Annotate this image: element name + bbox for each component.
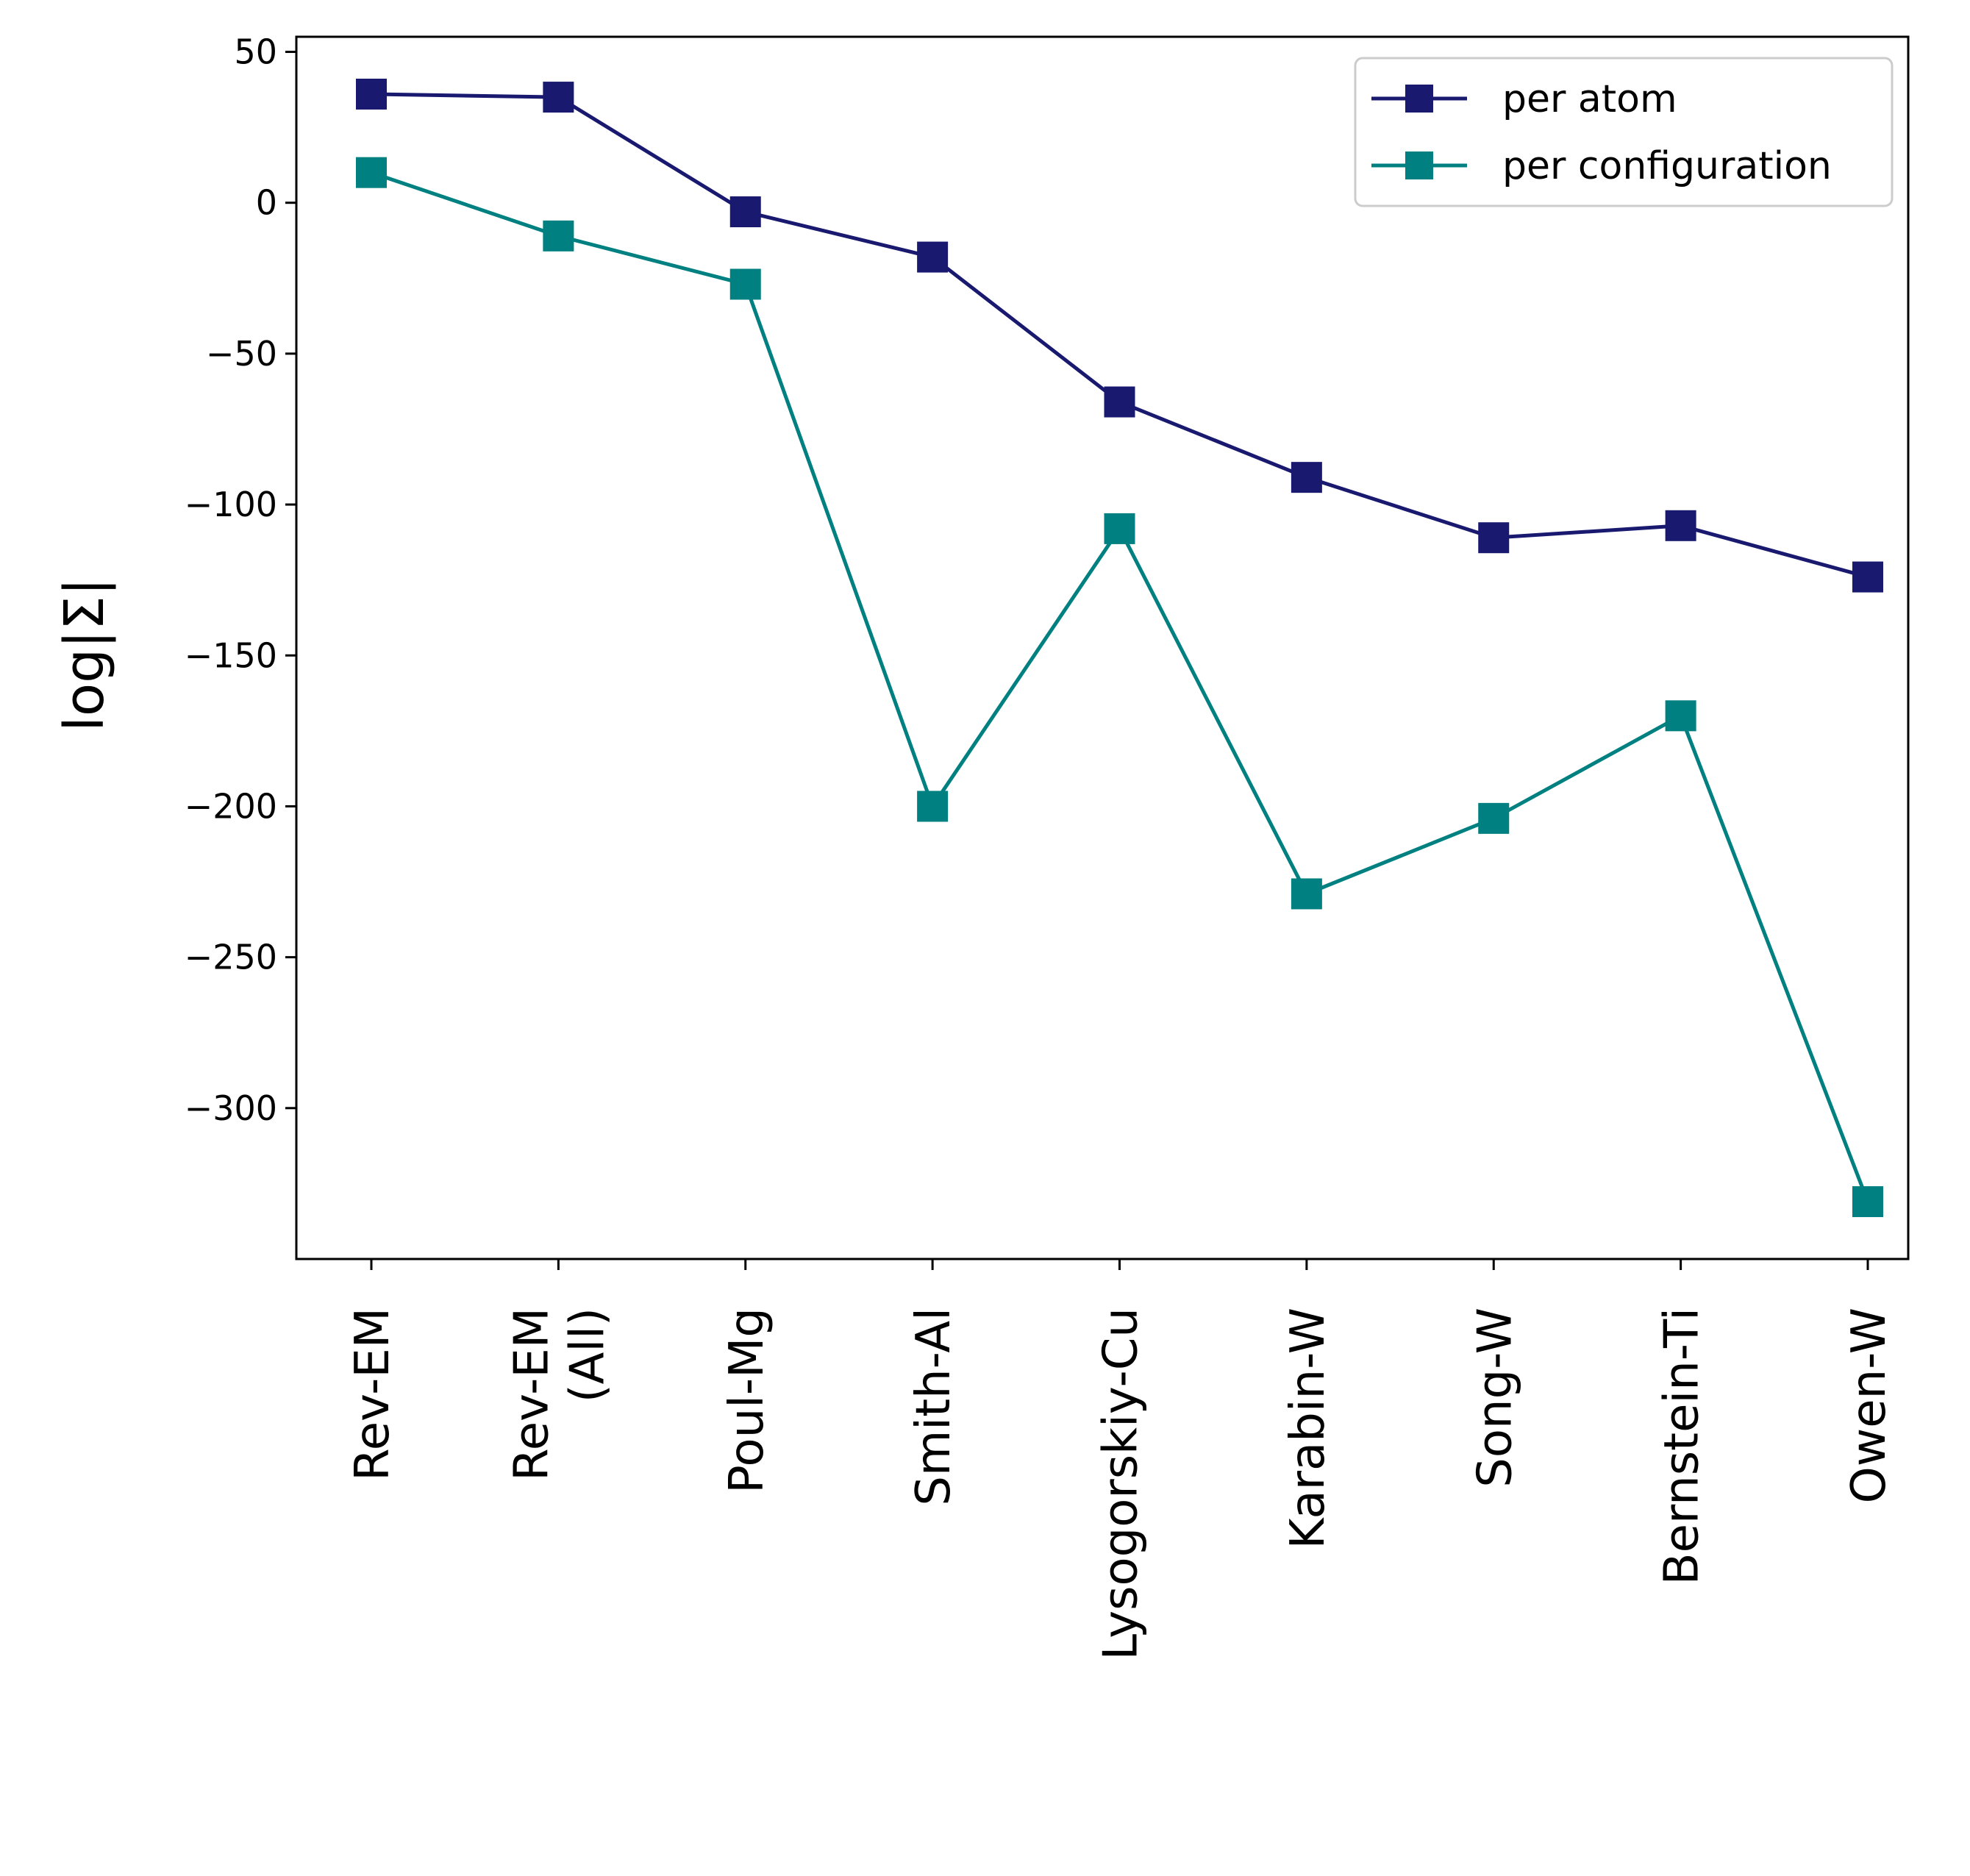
legend-label: per configuration bbox=[1502, 144, 1832, 188]
legend-label: per atom bbox=[1502, 77, 1677, 121]
data-point bbox=[543, 220, 574, 252]
series-2 bbox=[356, 157, 1883, 1218]
y-tick-label: −150 bbox=[185, 635, 277, 675]
data-point bbox=[356, 78, 387, 110]
plot-frame bbox=[295, 35, 1910, 1260]
series-1 bbox=[356, 78, 1883, 593]
x-tick-label: Poul-Mg bbox=[720, 1308, 774, 1494]
x-tick-label: (All) bbox=[560, 1308, 615, 1402]
data-point bbox=[1104, 513, 1135, 544]
legend-box bbox=[1354, 57, 1894, 207]
data-point bbox=[543, 82, 574, 113]
data-point bbox=[1291, 878, 1322, 910]
series-group bbox=[356, 78, 1883, 1218]
data-point bbox=[1665, 510, 1696, 541]
data-point bbox=[1478, 522, 1510, 554]
data-point bbox=[1852, 561, 1883, 593]
x-tick-label: Smith-Al bbox=[907, 1308, 961, 1506]
x-tick-label: Owen-W bbox=[1842, 1308, 1896, 1503]
data-point bbox=[356, 157, 387, 188]
data-point bbox=[1104, 386, 1135, 418]
data-point bbox=[917, 791, 949, 822]
x-tick-label: Bernstein-Ti bbox=[1655, 1308, 1710, 1585]
x-tick-label: Lysogorskiy-Cu bbox=[1094, 1308, 1149, 1661]
x-tick-label: Karabin-W bbox=[1281, 1308, 1335, 1549]
series-line bbox=[371, 171, 1870, 1202]
data-point bbox=[1291, 462, 1322, 493]
y-tick-label: −50 bbox=[206, 334, 277, 374]
y-tick-label: −300 bbox=[185, 1088, 277, 1128]
x-tick-label: Song-W bbox=[1468, 1308, 1522, 1488]
y-tick-label: 0 bbox=[256, 183, 277, 223]
x-tick-label: Rev-EM bbox=[504, 1308, 559, 1481]
data-point bbox=[1852, 1186, 1883, 1218]
x-tick-label: Rev-EM bbox=[346, 1308, 400, 1481]
legend-marker bbox=[1405, 151, 1433, 179]
legend-marker bbox=[1405, 85, 1433, 113]
y-axis-label: log|Σ| bbox=[53, 577, 116, 731]
data-point bbox=[1478, 802, 1510, 834]
data-point bbox=[1665, 700, 1696, 732]
data-point bbox=[729, 268, 761, 300]
legend: per atom per configuration bbox=[1354, 57, 1894, 207]
y-tick-label: −200 bbox=[185, 786, 277, 826]
plot-area bbox=[295, 35, 1910, 1260]
y-tick-label: −250 bbox=[185, 938, 277, 977]
y-tick-label: 50 bbox=[234, 32, 277, 72]
y-tick-label: −100 bbox=[185, 485, 277, 524]
data-point bbox=[917, 241, 949, 273]
data-point bbox=[729, 196, 761, 228]
